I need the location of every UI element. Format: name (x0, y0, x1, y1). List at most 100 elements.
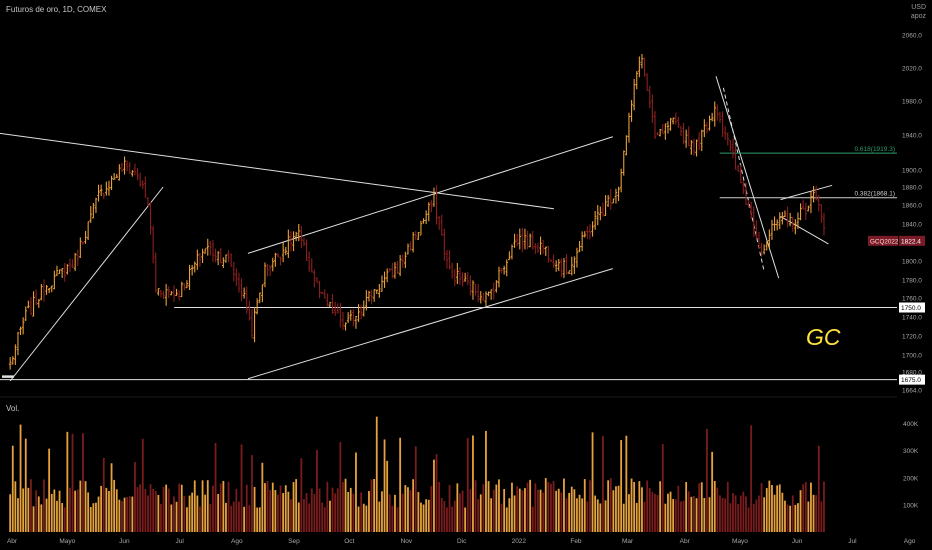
volume-bar (451, 506, 454, 532)
volume-bar (651, 491, 654, 532)
volume-bar (726, 481, 729, 532)
volume-bar (193, 480, 196, 532)
volume-bar (48, 448, 51, 532)
volume-bar (641, 487, 643, 532)
volume-bar (173, 496, 175, 532)
volume-bar (139, 484, 142, 532)
volume-bar (63, 507, 66, 532)
volume-bar (578, 494, 581, 532)
volume-bar (318, 488, 321, 532)
time-tick-label: Feb (570, 538, 582, 545)
volume-bar (336, 488, 339, 532)
volume-bar (664, 503, 667, 532)
volume-bar (440, 497, 443, 532)
volume-bar (381, 491, 383, 532)
volume-bar (199, 506, 201, 532)
volume-bar (620, 440, 623, 532)
price-tick-label: 2020.0 (902, 66, 922, 73)
volume-bar (404, 485, 407, 532)
volume-bar (797, 503, 799, 532)
volume-bar (612, 490, 615, 532)
volume-bar (505, 507, 508, 532)
volume-bar (183, 496, 186, 532)
volume-bar (165, 484, 168, 532)
volume-bar (433, 459, 435, 532)
volume-bar (368, 491, 370, 532)
symbol-tag-box (868, 235, 898, 246)
volume-bar (308, 503, 311, 532)
volume-bar (115, 489, 118, 532)
volume-bar (56, 500, 58, 532)
volume-bar (680, 501, 682, 532)
volume-bar (633, 481, 636, 532)
price-tag-label: 1822.4 (901, 238, 921, 245)
volume-bar (287, 491, 290, 532)
volume-bar (500, 503, 503, 532)
volume-tick-label: 200K (903, 475, 919, 482)
volume-bar (61, 503, 64, 532)
time-tick-label: Abr (7, 538, 18, 545)
volume-bar (443, 501, 446, 532)
price-tick-label: 1860.0 (902, 203, 922, 210)
volume-bar (414, 446, 417, 532)
volume-bar (695, 498, 698, 532)
volume-bar (326, 481, 329, 532)
volume-bar (453, 500, 456, 532)
volume-bar (386, 460, 389, 532)
volume-bar (638, 481, 641, 532)
trendlines: 0.618(1919.3) 0.382(1868.1) (0, 76, 897, 382)
volume-bar (498, 479, 500, 532)
volume-bar (573, 489, 576, 532)
volume-bar (472, 435, 474, 532)
price-tick-label: 1760.0 (902, 296, 922, 303)
volume-bar (417, 492, 420, 532)
volume-bar (128, 496, 131, 532)
volume-bar (739, 495, 742, 532)
volume-bar (635, 502, 638, 532)
volume-bar (378, 501, 381, 532)
volume-bar (84, 481, 87, 532)
fib-level-label: 0.618(1919.3) (855, 146, 895, 153)
volume-bars (9, 416, 825, 532)
volume-pane-label: Vol. (6, 404, 20, 413)
volume-bar (425, 499, 428, 532)
volume-bar (222, 480, 225, 532)
volume-bar (261, 462, 264, 532)
volume-bar (544, 478, 547, 532)
price-tick-label: 1900.0 (902, 168, 922, 175)
channel-lower-line (247, 268, 613, 380)
volume-bar (771, 485, 773, 532)
volume-bar (776, 485, 779, 532)
volume-bar (82, 433, 84, 532)
price-tick-label: 1800.0 (902, 259, 922, 266)
volume-bar (555, 490, 558, 532)
volume-bar (355, 452, 357, 532)
volume-bar (760, 482, 763, 532)
volume-bar (108, 491, 110, 532)
time-axis: Abr Mayo Jun Jul Ago Sep Oct Nov Dic 2022 Feb Mar Ab… (7, 538, 916, 545)
volume-bar (661, 444, 664, 532)
volume-bar (789, 505, 792, 532)
volume-bar (71, 433, 74, 532)
volume-bar (667, 493, 669, 532)
volume-bar (542, 492, 545, 532)
volume-bar (560, 492, 563, 532)
price-tick-label: 1720.0 (902, 334, 922, 341)
volume-bar (422, 504, 425, 532)
volume-bar (817, 445, 820, 532)
volume-bar (178, 483, 181, 532)
volume-bar (352, 493, 355, 532)
time-tick-label: Dic (457, 538, 467, 545)
volume-bar (360, 492, 363, 532)
volume-bar (100, 485, 103, 532)
volume-bar (339, 442, 342, 532)
volume-bar (284, 485, 287, 532)
volume-bar (357, 506, 360, 532)
volume-bar (479, 494, 482, 532)
volume-bar (596, 499, 599, 532)
volume-bar (552, 481, 555, 532)
volume-bar (323, 507, 326, 532)
volume-bar (674, 499, 677, 532)
volume-bar (32, 506, 35, 532)
